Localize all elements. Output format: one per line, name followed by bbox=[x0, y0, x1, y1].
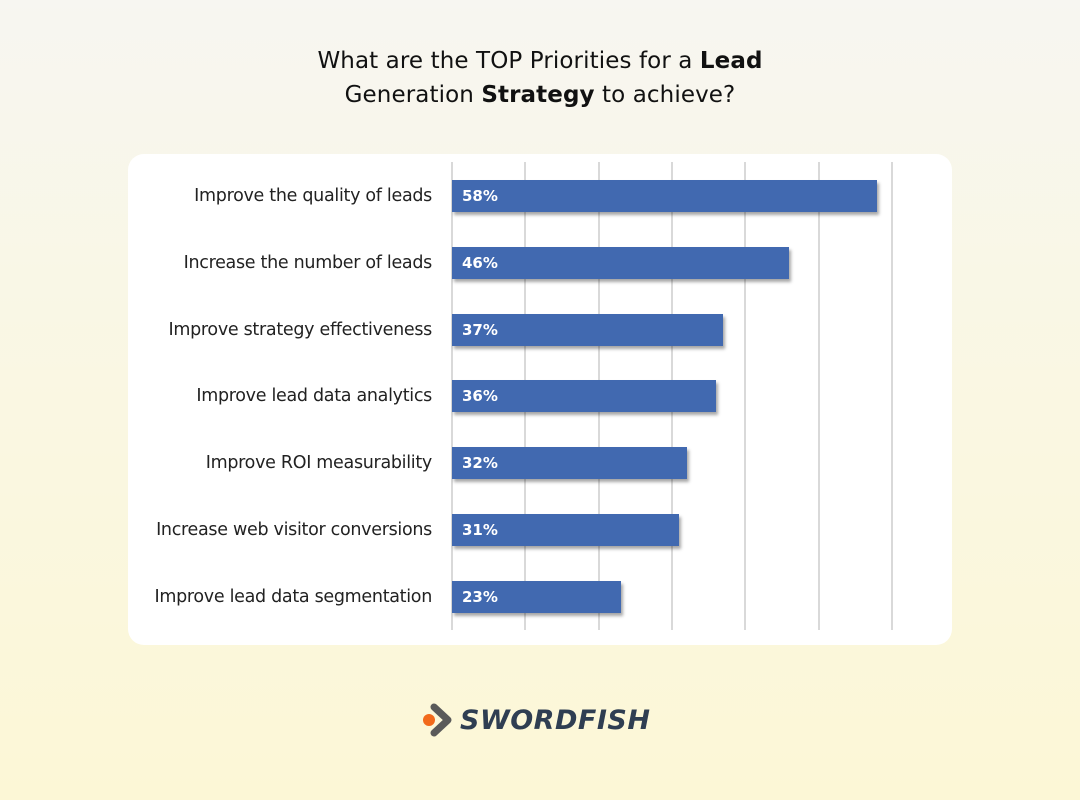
bar: 32% bbox=[452, 447, 687, 480]
title-emphasis-strategy: Strategy bbox=[481, 82, 595, 108]
swordfish-chevron-logo-icon bbox=[422, 702, 456, 738]
category-label: Improve lead data analytics bbox=[196, 386, 432, 407]
bar-row: Increase the number of leads 46% bbox=[128, 246, 952, 280]
title-text: to achieve? bbox=[594, 82, 736, 108]
bar-value-label: 37% bbox=[462, 320, 498, 339]
category-label: Increase the number of leads bbox=[183, 252, 433, 273]
bar-row: Improve lead data segmentation 23% bbox=[128, 580, 952, 614]
title-text: What are the TOP Priorities for a bbox=[317, 48, 700, 74]
bar-value-label: 31% bbox=[462, 521, 498, 539]
bar-row: Improve lead data analytics 36% bbox=[128, 380, 952, 413]
orange-dot bbox=[423, 714, 435, 726]
bar-row: Improve strategy effectiveness 37% bbox=[128, 313, 952, 347]
category-label: Increase web visitor conversions bbox=[156, 520, 432, 540]
title-line-2: Generation Strategy to achieve? bbox=[0, 78, 1080, 112]
gridline bbox=[890, 162, 893, 630]
brand-name: SWORDFISH bbox=[460, 704, 651, 736]
title-text: Generation bbox=[344, 82, 482, 108]
chart-title: What are the TOP Priorities for a Lead G… bbox=[0, 44, 1080, 112]
bar: 31% bbox=[452, 514, 680, 546]
bar-value-label: 32% bbox=[462, 454, 498, 473]
category-label: Improve lead data segmentation bbox=[154, 586, 432, 607]
bar-row: Improve ROI measurability 32% bbox=[128, 447, 952, 480]
gridline bbox=[817, 162, 820, 630]
bar-value-label: 23% bbox=[462, 587, 498, 606]
bar-row: Increase web visitor conversions 31% bbox=[128, 514, 952, 547]
title-emphasis-lead: Lead bbox=[699, 48, 763, 74]
bar-value-label: 58% bbox=[462, 187, 498, 205]
bar-value-label: 46% bbox=[462, 253, 498, 272]
bar: 37% bbox=[452, 313, 724, 346]
bar: 58% bbox=[452, 180, 878, 212]
chart-card: Improve the quality of leads 58% Increase … bbox=[128, 154, 952, 645]
category-label: Improve the quality of leads bbox=[194, 186, 432, 206]
chevron-shape bbox=[430, 703, 452, 737]
gridline bbox=[744, 162, 747, 630]
brand-logo: SWORDFISH bbox=[422, 700, 650, 740]
title-line-1: What are the TOP Priorities for a Lead bbox=[0, 44, 1080, 78]
bar-value-label: 36% bbox=[462, 387, 498, 406]
bar: 36% bbox=[452, 380, 716, 413]
category-label: Improve strategy effectiveness bbox=[168, 319, 433, 340]
bar: 23% bbox=[452, 580, 621, 613]
bar: 46% bbox=[452, 246, 790, 279]
bar-row: Improve the quality of leads 58% bbox=[128, 180, 952, 213]
category-label: Improve ROI measurability bbox=[205, 453, 433, 474]
